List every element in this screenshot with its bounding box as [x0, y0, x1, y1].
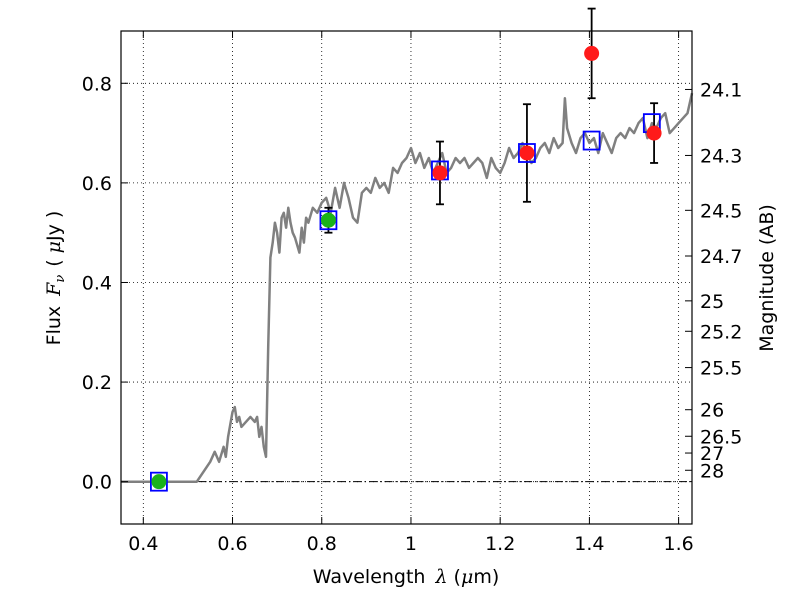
- template-spectrum: [121, 92, 694, 483]
- observed-nir-point: [646, 125, 662, 141]
- y-tick-label: 0.8: [82, 73, 112, 95]
- y-label-prefix: Flux: [43, 306, 65, 346]
- right-tick-label: 24.3: [700, 145, 742, 167]
- spectrum-line: [121, 92, 694, 483]
- x-tick-label: 0.8: [307, 533, 337, 555]
- observed-nir-point: [584, 45, 600, 61]
- observed-nir-point: [519, 145, 535, 161]
- y-tick-label: 0.2: [82, 372, 112, 394]
- x-tick-label: 1.2: [485, 533, 515, 555]
- right-tick-label: 26.5: [700, 426, 742, 448]
- x-tick-label: 0.4: [128, 533, 158, 555]
- right-tick-label: 25: [700, 291, 724, 313]
- right-tick-label: 27: [700, 443, 724, 465]
- x-tick-label: 0.6: [217, 533, 247, 555]
- model-point: [518, 143, 536, 163]
- error-bars: [324, 7, 659, 234]
- right-tick-label: 24.5: [700, 200, 742, 222]
- model-points: [150, 113, 661, 492]
- y-label-open: (: [43, 259, 65, 266]
- x-tick-label: 1: [405, 533, 417, 555]
- observed-optical-point: [320, 212, 336, 228]
- observed-nir-point: [432, 165, 448, 181]
- x-label-mu: μ: [461, 566, 473, 588]
- right-tick-label: 26: [700, 400, 724, 422]
- right-tick-label: 28: [700, 460, 724, 482]
- y-tick-label: 0.6: [82, 173, 112, 195]
- right-tick-label: 25.5: [700, 358, 742, 380]
- right-axis-label: Magnitude (AB): [756, 204, 778, 352]
- observed-points: [151, 45, 662, 490]
- x-label-prefix: Wavelength: [313, 566, 426, 588]
- y-label-subscript: ν: [53, 275, 68, 283]
- y-label-symbol: F: [43, 282, 65, 297]
- y-label-rest: Jy ): [43, 211, 65, 242]
- x-ticks: 0.4 0.6 0.8 1 1.2 1.4 1.6: [128, 31, 694, 555]
- x-label-open: (: [454, 566, 461, 588]
- right-tick-label: 24.7: [700, 246, 742, 268]
- grid: [121, 31, 692, 524]
- model-point: [319, 210, 338, 231]
- observed-optical-point: [151, 474, 167, 490]
- y-axis-label: Flux Fν ( μJy ): [43, 211, 68, 346]
- y-label-mu: μ: [43, 241, 65, 253]
- x-axis-label: Wavelength λ (μm): [313, 566, 499, 588]
- x-tick-label: 1.6: [664, 533, 694, 555]
- right-tick-label: 24.1: [700, 79, 742, 101]
- x-label-rest: m): [473, 566, 499, 588]
- model-point: [582, 130, 601, 151]
- right-tick-label: 25.2: [700, 321, 742, 343]
- x-label-symbol: λ: [434, 566, 447, 588]
- y-ticks: 0.0 0.2 0.4 0.6 0.8: [82, 73, 128, 494]
- y-tick-label: 0.4: [82, 272, 112, 294]
- plot-frame: [120, 30, 693, 525]
- y-tick-label: 0.0: [82, 472, 112, 494]
- x-tick-label: 1.4: [574, 533, 604, 555]
- model-point: [150, 471, 168, 492]
